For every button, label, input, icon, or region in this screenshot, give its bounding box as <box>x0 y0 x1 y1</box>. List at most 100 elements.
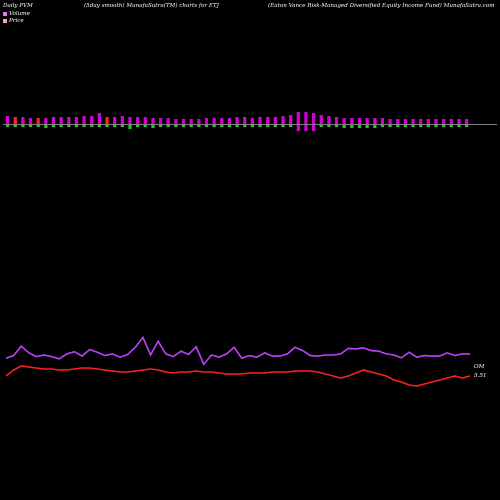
volume-bar <box>51 117 56 124</box>
volume-bar <box>273 117 277 124</box>
volume-bar <box>128 117 132 124</box>
volume-bar-below <box>419 125 423 127</box>
legend-volume: Volume <box>3 11 30 17</box>
end-label-red: 5.51 <box>474 373 486 379</box>
volume-bar <box>296 112 300 124</box>
volume-bar-below <box>426 125 430 127</box>
volume-bar <box>365 118 369 124</box>
volume-bar-below <box>327 125 331 127</box>
volume-bar <box>90 116 94 124</box>
volume-bar <box>319 115 323 124</box>
volume-bar-below <box>74 125 79 127</box>
volume-bar <box>166 118 170 124</box>
legend-price: Price <box>3 18 24 24</box>
volume-bar-below <box>105 125 109 127</box>
volume-bar-below <box>350 125 354 128</box>
volume-bar-below <box>380 125 385 127</box>
volume-bar <box>449 119 453 124</box>
volume-bar <box>113 117 117 124</box>
volume-bar-below <box>357 125 362 128</box>
volume-bar-below <box>220 125 224 127</box>
volume-bar-below <box>166 125 170 127</box>
volume-bar-below <box>334 125 339 127</box>
volume-bar-below <box>403 125 407 127</box>
volume-bar-below <box>59 125 63 127</box>
volume-bar <box>373 118 377 124</box>
volume-bar <box>334 117 339 124</box>
volume-bar <box>197 119 201 124</box>
volume-bar-below <box>250 125 254 127</box>
chart-title-left: Daily PVM <box>3 3 33 9</box>
volume-bar <box>151 118 155 124</box>
end-label-purple: OM <box>474 364 485 370</box>
volume-bar <box>289 115 293 124</box>
volume-bar <box>44 118 48 124</box>
volume-bar <box>411 119 415 124</box>
volume-bar <box>13 117 17 124</box>
volume-bar <box>388 119 392 124</box>
volume-bar-below <box>28 125 33 127</box>
volume-bar-below <box>365 125 369 128</box>
volume-bar <box>28 118 33 124</box>
volume-bar <box>36 118 40 124</box>
volume-bar-below <box>159 125 163 127</box>
volume-bar-below <box>197 125 201 127</box>
volume-bar <box>258 117 262 124</box>
volume-bar <box>174 119 178 124</box>
volume-bar-below <box>243 125 247 127</box>
volume-bar <box>396 119 400 124</box>
volume-bar <box>67 117 71 124</box>
series-line-red <box>5 365 471 387</box>
price-lines <box>5 335 471 387</box>
volume-bar <box>357 118 362 124</box>
volume-bar-below <box>6 125 10 127</box>
volume-bar-below <box>151 125 155 128</box>
volume-bar <box>465 119 469 124</box>
volume-bar <box>82 116 86 124</box>
volume-bar-below <box>373 125 377 128</box>
volume-bar-below <box>235 125 239 127</box>
volume-bar-below <box>36 125 40 127</box>
volume-bar <box>74 117 79 124</box>
volume-bar <box>266 117 270 124</box>
volume-bar-below <box>281 125 285 127</box>
volume-bar-below <box>181 125 186 127</box>
volume-bar-below <box>396 125 400 127</box>
volume-bar-below <box>296 125 300 131</box>
volume-bar <box>159 118 163 124</box>
volume-bar-below <box>51 125 56 127</box>
volume-bar-below <box>44 125 48 128</box>
chart-title-middle: (5day smooth) MunafaSutra(TM) charts for… <box>84 3 219 9</box>
volume-bar <box>212 118 216 124</box>
volume-bar-below <box>388 125 392 127</box>
volume-bar-below <box>457 125 461 127</box>
volume-bar <box>136 117 140 124</box>
volume-bar-below <box>174 125 178 127</box>
volume-bar <box>97 113 101 124</box>
volume-bar <box>227 118 232 124</box>
volume-bar-below <box>189 125 193 127</box>
volume-bar <box>442 119 446 124</box>
volume-bar <box>6 116 10 124</box>
volume-bar-below <box>13 125 17 127</box>
volume-bar-below <box>449 125 453 127</box>
volume-bar <box>220 118 224 124</box>
volume-bar-below <box>465 125 469 127</box>
legend-price-label: Price <box>9 18 24 24</box>
volume-bar-below <box>97 125 101 127</box>
volume-bar <box>419 119 423 124</box>
volume-bar <box>143 117 147 124</box>
volume-bar-below <box>67 125 71 127</box>
volume-bar-below <box>258 125 262 127</box>
legend-price-swatch <box>3 19 7 23</box>
series-line-purple <box>5 335 470 366</box>
legend-volume-swatch <box>3 12 7 16</box>
volume-bar <box>105 117 109 124</box>
volume-bar-below <box>304 125 308 131</box>
volume-bar <box>304 112 308 124</box>
volume-bar-below <box>289 125 293 127</box>
volume-bar-below <box>113 125 117 127</box>
volume-bar <box>312 113 316 124</box>
volume-bars <box>6 112 469 131</box>
